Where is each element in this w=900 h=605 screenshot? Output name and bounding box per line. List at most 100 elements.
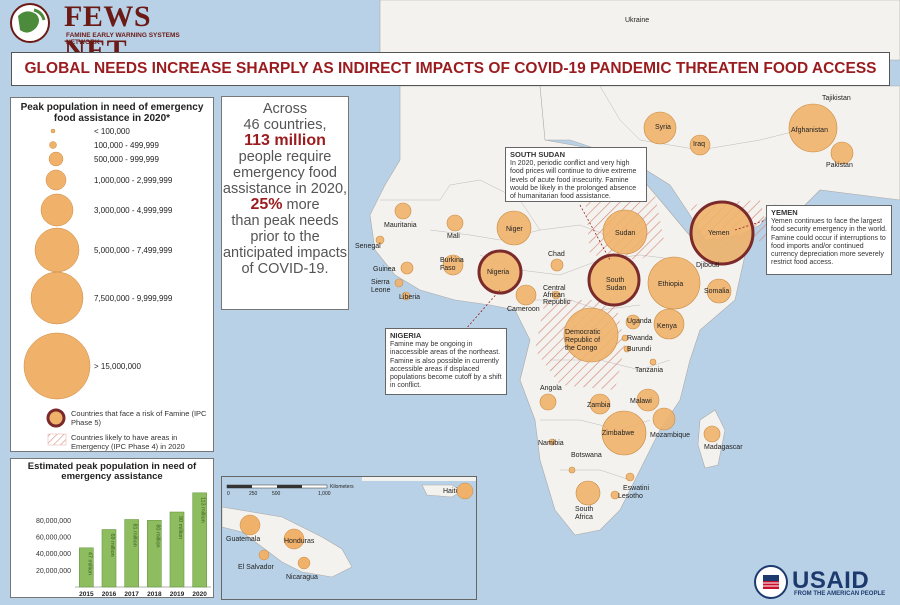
circle-nigeria [477, 249, 523, 295]
label-zambia: Zambia [587, 402, 610, 409]
circle-sierra-leone [394, 278, 404, 288]
legend-size-2: 500,000 - 999,999 [94, 155, 159, 164]
label-guinea: Guinea [373, 266, 396, 273]
note-yemen: YEMEN Yemen continues to face the larges… [766, 205, 892, 275]
callout-highlight1: 113 million [244, 132, 326, 149]
legend-size-4: 3,000,000 - 4,999,999 [94, 206, 173, 215]
label-ukraine: Ukraine [625, 17, 649, 24]
page-title: GLOBAL NEEDS INCREASE SHARPLY AS INDIREC… [24, 60, 877, 77]
label-iraq: Iraq [693, 141, 705, 148]
bar-data-label: 80 million [154, 524, 160, 547]
summary-callout: Across 46 countries, 113 million people … [221, 96, 349, 310]
note-south-sudan-title: SOUTH SUDAN [510, 150, 566, 159]
bar-2017 [124, 519, 139, 588]
note-yemen-title: YEMEN [771, 208, 798, 217]
circle-cameroon [515, 284, 537, 306]
bar-2019 [169, 511, 185, 588]
x-tick-label: 2020 [192, 591, 207, 598]
inset-circle-honduras [283, 528, 305, 550]
circle-burundi [623, 345, 631, 353]
label-syria: Syria [655, 124, 671, 131]
label-eswatini: Eswatini [623, 485, 650, 492]
circle-democratic-republic-of-the-congo [563, 307, 619, 363]
label-tanzania: Tanzania [635, 367, 663, 374]
legend-size-6: 7,500,000 - 9,999,999 [94, 294, 173, 303]
legend-size-0: < 100,000 [94, 127, 130, 136]
land-europe [379, 0, 900, 61]
label-malawi: Malawi [630, 398, 652, 405]
label-nicaragua: Nicaragua [286, 574, 318, 581]
circle-mali [446, 214, 464, 232]
bar-data-label: 113 million [200, 497, 206, 523]
bar-data-label: 69 million [109, 534, 115, 557]
circle-niger [496, 210, 532, 246]
circle-senegal [375, 235, 385, 245]
central-america-inset: 0 250 500 1,000 Kilometers Haiti Guatema… [221, 476, 477, 600]
label-sudan: Sudan [615, 230, 635, 237]
usaid-subtitle: FROM THE AMERICAN PEOPLE [794, 591, 886, 597]
note-south-sudan-text: In 2020, periodic conflict and very high… [510, 160, 637, 201]
note-nigeria: NIGERIA Famine may be ongoing in inacces… [385, 328, 507, 395]
note-south-sudan: SOUTH SUDAN In 2020, periodic conflict a… [505, 147, 647, 202]
note-nigeria-title: NIGERIA [390, 331, 422, 340]
circle-mozambique [652, 407, 676, 431]
label-yemen: Yemen [708, 230, 730, 237]
inset-circle-guatemala [239, 514, 261, 536]
logo-subtitle: FAMINE EARLY WARNING SYSTEMS NETWORK [66, 32, 180, 46]
label-cameroon: Cameroon [507, 306, 540, 313]
circle-pakistan [830, 141, 854, 165]
usaid-seal-icon [754, 565, 788, 599]
scale-tick-2: 500 [272, 491, 281, 497]
inset-map: 0 250 500 1,000 Kilometers Haiti Guatema… [222, 477, 476, 599]
x-tick-label: 2019 [170, 591, 185, 598]
label-chad: Chad [548, 251, 565, 258]
label-democratic-republic-of-the-congo: Democratic Republic of the Congo [565, 329, 601, 352]
circle-lesotho [610, 490, 620, 500]
label-burkina-faso: Burkina Faso [440, 257, 464, 272]
label-rwanda: Rwanda [627, 335, 653, 342]
label-tajikistan: Tajikistan [822, 95, 851, 102]
legend-famine-risk: Countries that face a risk of Famine (IP… [71, 409, 207, 427]
x-tick-label: 2017 [124, 591, 139, 598]
circle-burkina-faso [442, 254, 464, 276]
y-tick-label: 40,000,000 [36, 551, 71, 558]
label-liberia: Liberia [399, 294, 420, 301]
circle-rwanda [621, 334, 629, 342]
label-angola: Angola [540, 385, 562, 392]
label-namibia: Namibia [538, 440, 564, 447]
label-honduras: Honduras [284, 538, 315, 545]
x-tick-label: 2016 [102, 591, 117, 598]
country-labels: Ukraine Tajikistan Syria Afghanistan Iraq Pak… [355, 17, 853, 521]
circle-namibia [548, 438, 556, 446]
circle-tanzania [649, 358, 657, 366]
circle-central-african-republic [551, 290, 561, 300]
label-mauritania: Mauritania [384, 222, 417, 229]
circle-kenya [653, 308, 685, 340]
label-lesotho: Lesotho [618, 493, 643, 500]
usaid-name: USAID [792, 567, 870, 594]
circle-iraq [689, 134, 711, 156]
bar-chart: 20,000,000 40,000,000 60,000,000 80,000,000… [36, 492, 211, 598]
callout-highlight2: 25% [250, 196, 283, 213]
circle-chad [550, 258, 564, 272]
bar-data-label: 90 million [177, 516, 183, 539]
label-guatemala: Guatemala [226, 536, 260, 543]
circle-ethiopia [647, 256, 701, 310]
label-madagascar: Madagascar [704, 444, 743, 451]
circle-somalia [706, 278, 732, 304]
label-nigeria: Nigeria [487, 269, 509, 276]
label-niger: Niger [506, 226, 523, 233]
scale-bar: 0 250 500 1,000 Kilometers [226, 484, 354, 497]
circle-guinea [400, 261, 414, 275]
y-tick-label: 80,000,000 [36, 518, 71, 525]
circle-uganda [625, 314, 641, 330]
circle-mauritania [394, 202, 412, 220]
label-kenya: Kenya [657, 323, 677, 330]
scale-tick-0: 0 [227, 491, 230, 497]
chart-title: Estimated peak population in need of eme… [27, 461, 197, 482]
callout-line4: than peak needs prior to the anticipated… [222, 213, 348, 277]
globe-icon [10, 3, 50, 43]
circle-liberia [401, 291, 411, 301]
bar-chart-panel: Estimated peak population in need of eme… [10, 458, 214, 598]
